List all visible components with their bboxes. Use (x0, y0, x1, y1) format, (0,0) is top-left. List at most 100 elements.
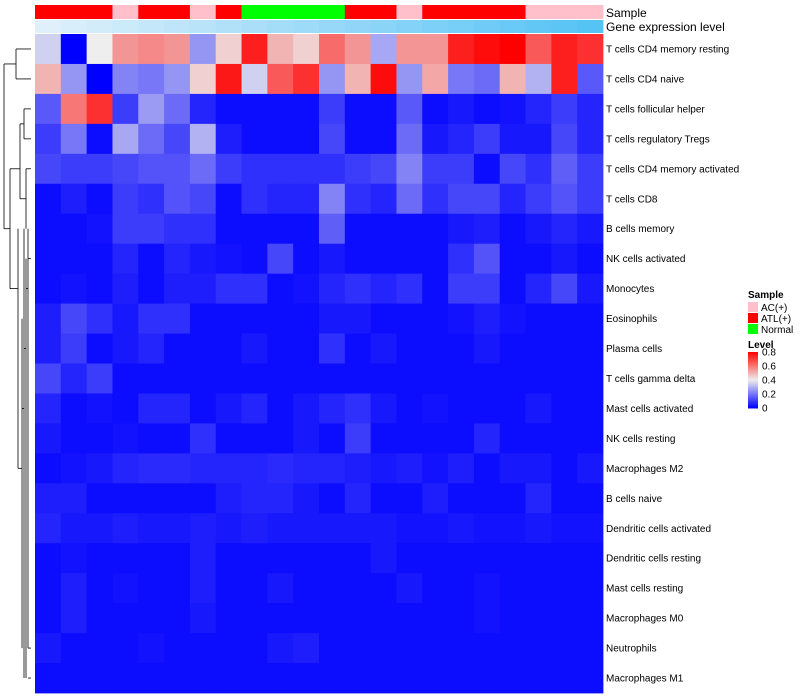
heatmap-cell (215, 543, 242, 574)
heatmap-cell (525, 423, 552, 454)
heatmap-cell (525, 453, 552, 484)
heatmap-cell (60, 273, 88, 304)
heatmap-cell (525, 183, 552, 215)
legend-sample-swatch (748, 313, 758, 323)
heatmap-cell (370, 363, 397, 394)
heatmap-cell (448, 483, 475, 514)
heatmap-cell (370, 93, 397, 125)
heatmap-cell (215, 213, 242, 245)
sample-annotation-cell (319, 5, 346, 19)
legend-gradient-step (748, 378, 758, 381)
heatmap-cell (473, 333, 501, 364)
heatmap-cell (189, 633, 217, 664)
heatmap-cell (344, 603, 372, 634)
heatmap-cell (267, 63, 294, 95)
heatmap-cell (164, 573, 191, 604)
heatmap-cell (499, 513, 526, 544)
heatmap-cell (473, 663, 501, 694)
heatmap-cell (370, 513, 397, 544)
heatmap-cell (422, 513, 449, 544)
legend-gradient-step (748, 366, 758, 368)
heatmap-cell (448, 93, 475, 125)
heatmap-cell (319, 663, 346, 694)
heatmap-cell (448, 333, 475, 364)
legend-gradient-step (748, 373, 758, 375)
heatmap-cell (60, 453, 88, 484)
heatmap-cell (189, 123, 217, 155)
heatmap-cell (215, 393, 242, 424)
heatmap-cell (577, 243, 604, 275)
legend-level-tick: 0.4 (762, 376, 776, 387)
heatmap-cell (499, 333, 526, 364)
heatmap-cell (525, 153, 552, 185)
heatmap-cell (35, 453, 62, 484)
heatmap-cell (189, 213, 217, 245)
heatmap-cell (60, 243, 88, 275)
heatmap-cell (473, 423, 501, 454)
heatmap-cell (215, 273, 242, 304)
row-label: T cells CD4 memory activated (606, 164, 739, 175)
heatmap-cell (422, 453, 449, 484)
heatmap-cell (35, 513, 62, 544)
heatmap-cell (370, 633, 397, 664)
heatmap-cell (473, 573, 501, 604)
heatmap-cell (577, 273, 604, 304)
heatmap-cell (448, 363, 475, 394)
row-label: B cells naive (606, 494, 663, 505)
heatmap-cell (241, 243, 268, 275)
legend-sample-swatch (748, 302, 758, 312)
legend-gradient-step (748, 357, 758, 360)
heatmap-cell (551, 633, 578, 664)
heatmap-cell (370, 123, 397, 155)
heatmap-cell (189, 93, 217, 125)
heatmap-cell (215, 93, 242, 125)
legend-sample-label: Normal (761, 325, 793, 336)
legend-gradient-step (748, 402, 758, 405)
heatmap-cell (525, 273, 552, 304)
heatmap-cell (344, 333, 372, 364)
heatmap-cell (293, 363, 320, 394)
legend-gradient-step (748, 396, 758, 399)
gene-annotation-cell (215, 20, 242, 33)
heatmap-cell (189, 453, 217, 484)
sample-annotation-cell (215, 5, 242, 19)
heatmap-cell (164, 333, 191, 364)
sample-annotation-cell (551, 5, 578, 19)
heatmap-cell (189, 663, 217, 694)
heatmap-cell (344, 423, 372, 454)
heatmap-cell (370, 243, 397, 275)
heatmap-cell (241, 633, 268, 664)
heatmap-cell (189, 303, 217, 334)
legend-sample-title: Sample (748, 290, 784, 301)
heatmap-cell (422, 663, 449, 694)
sample-annotation-cell (267, 5, 294, 19)
heatmap-cell (422, 123, 449, 155)
heatmap-cell (473, 483, 501, 514)
heatmap-cell (319, 213, 346, 245)
legend-gradient-step (748, 361, 758, 364)
heatmap-cell (164, 273, 191, 304)
heatmap-cell (60, 63, 88, 95)
heatmap-cell (60, 333, 88, 364)
gene-annotation-cell (448, 20, 475, 33)
gene-annotation-cell (499, 20, 526, 33)
heatmap-cell (448, 303, 475, 334)
heatmap-cell (215, 123, 242, 155)
heatmap-cell (396, 273, 423, 304)
heatmap-cell (112, 93, 139, 125)
heatmap-cell (112, 333, 139, 364)
heatmap-cell (138, 213, 165, 245)
heatmap-cell (138, 183, 165, 215)
heatmap-cell (577, 183, 604, 215)
heatmap-cell (35, 603, 62, 634)
heatmap-cell (319, 453, 346, 484)
heatmap-cell (241, 423, 268, 454)
row-label: T cells follicular helper (606, 104, 705, 115)
gene-annotation-cell (60, 20, 88, 33)
sample-annotation-cell (448, 5, 475, 19)
heatmap-cell (86, 513, 113, 544)
heatmap-cell (525, 333, 552, 364)
heatmap-cell (293, 573, 320, 604)
gene-annotation-cell (35, 20, 62, 33)
legend-gradient-step (748, 367, 758, 370)
